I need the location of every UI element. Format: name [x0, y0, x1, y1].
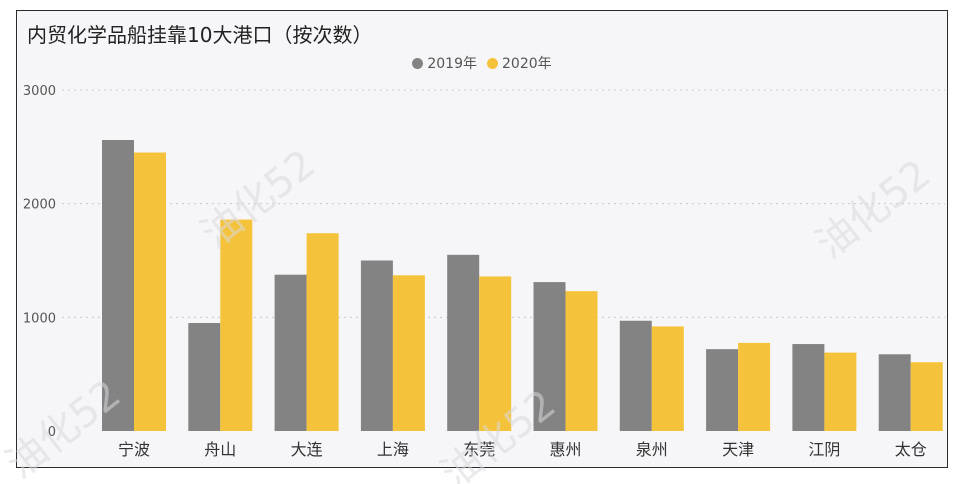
- y-tick-label: 1000: [23, 311, 56, 326]
- bar-2019年-大连: [274, 274, 307, 431]
- bar-2020年-宁波: [134, 152, 166, 431]
- x-tick-label: 江阴: [808, 440, 840, 459]
- bar-2019年-惠州: [533, 282, 566, 431]
- bar-2019年-东莞: [447, 254, 480, 431]
- bar-2020年-舟山: [220, 219, 253, 431]
- x-tick-label: 泉州: [636, 440, 668, 459]
- legend-swatch-2020: [487, 57, 498, 69]
- chart-legend: 2019年 2020年: [17, 53, 947, 73]
- watermark-text: 油化52: [808, 151, 939, 268]
- x-tick-label: 大连: [291, 440, 323, 459]
- x-tick-label: 惠州: [549, 440, 581, 459]
- legend-item-2020: 2020年: [487, 53, 552, 73]
- bar-2019年-太仓: [878, 354, 911, 431]
- bar-2020年-太仓: [910, 362, 943, 431]
- x-tick-label: 上海: [377, 440, 409, 459]
- bar-2020年-大连: [306, 233, 339, 431]
- bar-2019年-泉州: [619, 320, 652, 431]
- y-tick-label: 2000: [23, 198, 56, 213]
- bar-2019年-天津: [706, 349, 739, 431]
- bar-2020年-泉州: [651, 326, 684, 431]
- y-tick-label: 3000: [23, 84, 56, 99]
- bar-2020年-江阴: [824, 352, 857, 431]
- x-tick-label: 太仓: [895, 440, 927, 459]
- legend-label-2019: 2019年: [427, 56, 477, 72]
- legend-label-2020: 2020年: [502, 56, 552, 72]
- legend-item-2019: 2019年: [412, 53, 477, 73]
- bar-2019年-上海: [360, 260, 393, 431]
- bar-2019年-江阴: [792, 344, 825, 431]
- bar-2019年-宁波: [102, 140, 134, 431]
- legend-swatch-2019: [412, 57, 424, 69]
- x-tick-label: 舟山: [204, 440, 236, 459]
- y-tick-label: 0: [48, 425, 56, 440]
- bar-2020年-上海: [392, 275, 425, 431]
- bar-2019年-舟山: [188, 323, 221, 431]
- watermark-text: 油化52: [193, 141, 324, 258]
- x-tick-label: 天津: [722, 440, 754, 459]
- bar-2020年-天津: [738, 342, 771, 431]
- bar-2020年-惠州: [565, 291, 598, 431]
- x-tick-label: 东莞: [463, 440, 495, 459]
- bar-2020年-东莞: [479, 276, 512, 431]
- chart-title: 内贸化学品船挂靠10大港口（按次数）: [27, 23, 373, 47]
- x-tick-label: 宁波: [118, 440, 150, 459]
